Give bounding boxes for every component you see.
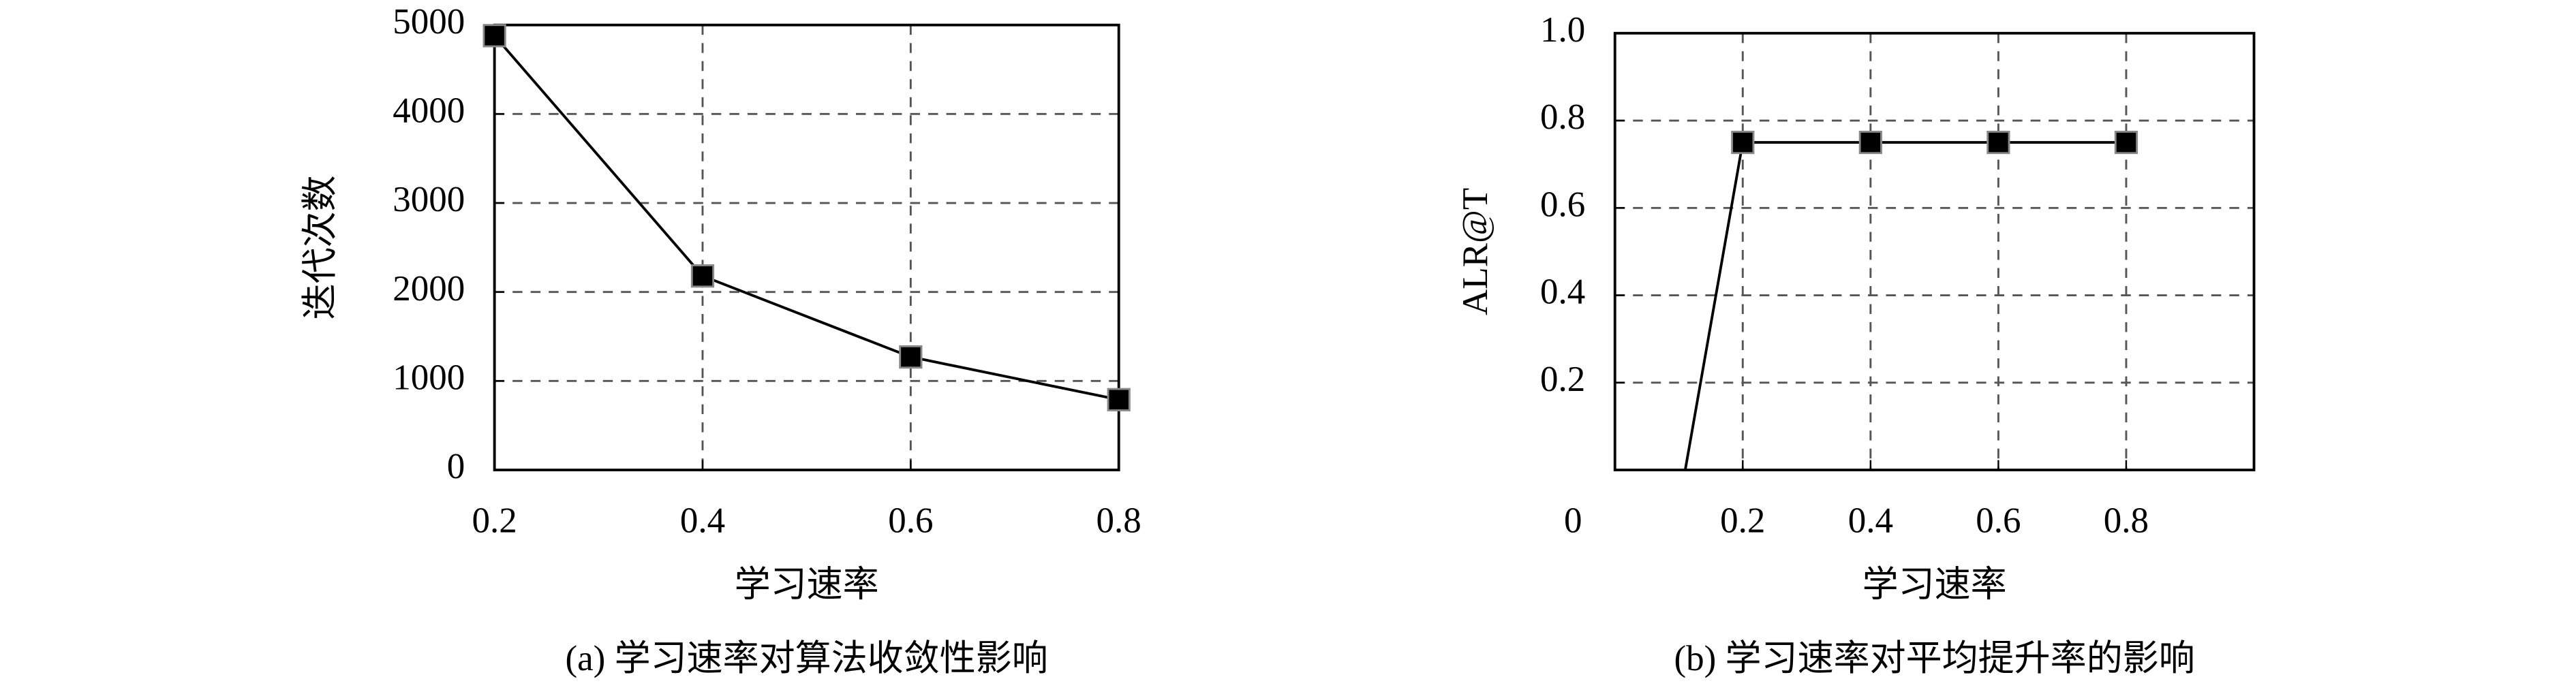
- y-tick-label: 5000: [393, 2, 465, 42]
- y-axis-label: 迭代次数: [301, 175, 340, 319]
- plot-frame: [493, 23, 1120, 471]
- y-tick-label: 0.4: [1540, 272, 1585, 312]
- marker: [1731, 130, 1755, 155]
- x-axis-label: 学习速率: [735, 565, 879, 605]
- marker: [1107, 388, 1131, 411]
- caption: (a) 学习速率对算法收敛性影响: [566, 639, 1048, 678]
- y-axis-label: ALR@T: [1456, 188, 1495, 315]
- x-tick-label: 0.8: [2104, 501, 2149, 541]
- y-tick-label: 3000: [393, 180, 465, 219]
- marker: [690, 264, 715, 288]
- x-tick-label: 0.6: [1976, 501, 2021, 541]
- caption: (b) 学习速率对平均提升率的影响: [1674, 639, 2194, 678]
- x-tick-label: 0.8: [1097, 501, 1141, 541]
- y-tick-label: 0: [1564, 501, 1582, 541]
- y-tick-label: 1.0: [1540, 10, 1585, 50]
- marker: [2114, 130, 2138, 155]
- y-tick-label: 1000: [393, 358, 465, 398]
- marker: [1987, 130, 2010, 155]
- y-tick-label: 4000: [393, 91, 465, 131]
- y-tick-label: 0: [447, 447, 465, 486]
- y-tick-label: 0.8: [1540, 97, 1585, 137]
- x-tick-label: 0.2: [1720, 501, 1765, 541]
- data-line: [1683, 141, 2126, 471]
- marker: [899, 345, 923, 369]
- x-axis-label: 学习速率: [1862, 565, 2007, 605]
- y-tick-label: 0.2: [1540, 360, 1585, 399]
- marker: [482, 24, 506, 48]
- x-tick-label: 0.4: [680, 501, 725, 541]
- marker: [1858, 130, 1882, 155]
- y-tick-label: 2000: [393, 269, 465, 309]
- x-tick-label: 0.2: [472, 501, 517, 541]
- x-tick-label: 0.6: [888, 501, 933, 541]
- x-tick-label: 0.4: [1848, 501, 1893, 541]
- y-tick-label: 0.6: [1540, 185, 1585, 224]
- plot-frame: [1613, 31, 2256, 471]
- data-line: [493, 35, 1120, 401]
